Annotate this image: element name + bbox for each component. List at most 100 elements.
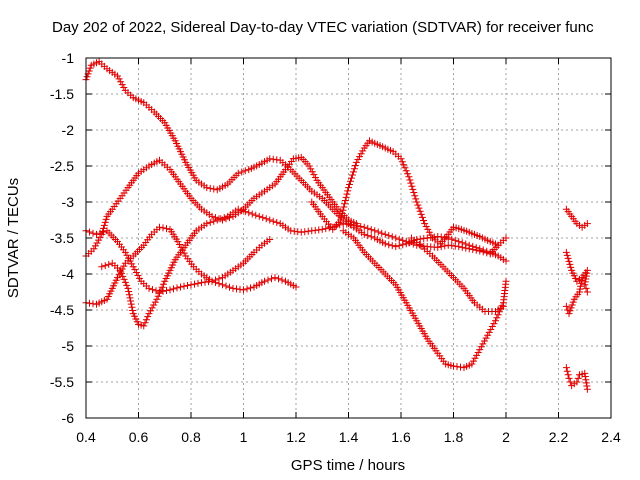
data-point	[437, 243, 445, 251]
series-track-k	[562, 274, 586, 318]
data-point	[238, 168, 246, 176]
data-point	[465, 245, 473, 253]
data-point	[93, 230, 100, 238]
data-point	[115, 75, 123, 83]
data-point	[402, 167, 410, 175]
data-point	[479, 248, 487, 256]
data-point	[483, 249, 491, 257]
data-point	[566, 378, 574, 386]
data-point	[128, 303, 136, 311]
data-point	[487, 325, 495, 333]
y-axis-label: SDTVAR / TECUs	[5, 178, 22, 298]
data-point	[354, 156, 362, 164]
data-point	[357, 150, 365, 158]
data-point	[378, 229, 386, 237]
data-point	[577, 279, 585, 287]
data-point	[476, 247, 484, 255]
data-point	[206, 218, 214, 226]
data-point	[116, 266, 124, 274]
data-point	[213, 216, 221, 224]
data-point	[124, 284, 132, 292]
data-point	[347, 174, 355, 182]
data-point	[117, 78, 125, 86]
data-point	[371, 227, 379, 235]
data-point	[159, 224, 167, 232]
data-point	[203, 184, 211, 192]
data-point	[337, 216, 345, 224]
series-track-b	[82, 153, 360, 260]
y-tick-label: -6	[62, 410, 75, 426]
data-point	[492, 317, 499, 325]
data-point	[364, 232, 372, 240]
data-point	[154, 292, 162, 300]
data-point	[210, 217, 218, 225]
data-point	[180, 282, 188, 290]
data-point	[582, 376, 590, 384]
data-point	[212, 276, 219, 284]
data-point	[166, 286, 174, 294]
y-tick-label: -5	[62, 338, 75, 354]
x-tick-label: 0.4	[76, 429, 96, 445]
data-point	[360, 230, 368, 238]
data-point	[469, 357, 477, 365]
data-point	[388, 233, 396, 241]
data-point	[341, 197, 349, 205]
data-point	[583, 266, 591, 274]
data-point	[144, 313, 152, 321]
data-point	[123, 251, 131, 259]
data-point	[406, 239, 414, 247]
data-point	[318, 225, 326, 233]
data-point	[120, 262, 128, 270]
data-point	[411, 192, 419, 200]
series-track-f	[308, 137, 502, 249]
data-point	[118, 81, 126, 89]
data-point	[565, 374, 573, 382]
data-point	[261, 277, 268, 285]
data-point	[208, 212, 216, 220]
data-point	[255, 212, 263, 220]
data-point	[565, 257, 573, 265]
data-point	[134, 271, 142, 279]
x-tick-label: 2	[502, 429, 510, 445]
y-tick-label: -1	[62, 50, 75, 66]
data-point	[102, 215, 110, 223]
x-tick-label: 2.2	[549, 429, 569, 445]
data-point	[472, 246, 480, 254]
data-point	[583, 382, 591, 390]
data-point	[93, 239, 101, 247]
data-point	[342, 193, 350, 201]
data-point	[395, 242, 403, 250]
data-point	[484, 331, 492, 339]
data-point	[422, 222, 430, 230]
data-point	[89, 229, 97, 237]
data-point	[177, 283, 184, 291]
data-point	[120, 84, 128, 92]
data-point	[245, 209, 253, 217]
x-tick-label: 1.8	[444, 429, 464, 445]
data-point	[125, 288, 133, 296]
series-track-j	[562, 248, 591, 296]
data-point	[337, 213, 345, 221]
data-point	[569, 298, 577, 306]
data-point	[583, 269, 591, 277]
data-point	[101, 262, 109, 270]
data-point	[343, 190, 351, 198]
x-tick-label: 1.6	[391, 429, 411, 445]
data-point	[448, 235, 456, 243]
data-point	[307, 165, 315, 173]
data-point	[471, 354, 479, 362]
data-point	[159, 280, 167, 288]
data-point	[114, 72, 121, 80]
data-point	[374, 228, 382, 236]
axis-ticks	[85, 57, 612, 419]
data-point	[217, 215, 225, 223]
data-point	[345, 184, 352, 192]
y-tick-label: -4.5	[50, 302, 74, 318]
data-point	[338, 210, 346, 218]
data-point	[145, 284, 153, 292]
data-point	[83, 73, 91, 81]
data-point	[402, 238, 410, 246]
data-point	[268, 275, 275, 283]
data-point	[145, 310, 153, 318]
